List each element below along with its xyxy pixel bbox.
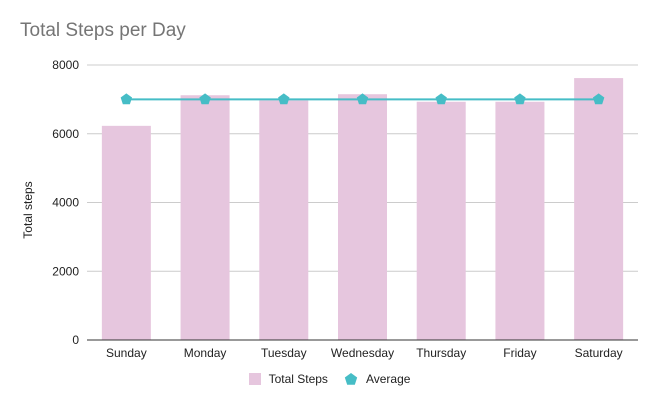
legend-swatch-total-steps [248, 373, 261, 385]
y-tick-label: 0 [72, 333, 79, 347]
legend-label-total-steps: Total Steps [268, 372, 328, 386]
average-point-friday [514, 93, 526, 105]
average-point-wednesday [356, 93, 369, 105]
average-point-thursday [435, 93, 447, 105]
legend-label-average: Average [365, 372, 411, 386]
bar-tuesday [259, 100, 309, 340]
average-point-sunday [120, 93, 133, 105]
x-tick-label: Tuesday [261, 346, 307, 360]
bar-thursday [416, 101, 466, 340]
x-tick-label: Sunday [106, 346, 147, 360]
chart-title: Total Steps per Day [20, 20, 186, 41]
bar-monday [180, 95, 230, 340]
x-tick-label: Saturday [575, 346, 623, 360]
average-point-saturday [592, 93, 605, 105]
x-tick-label: Friday [503, 346, 536, 360]
legend-item-total-steps[interactable]: Total Steps [248, 372, 328, 386]
x-tick-label: Wednesday [331, 346, 394, 360]
legend: Total Steps Average [0, 372, 659, 386]
average-point-monday [199, 93, 211, 105]
y-tick-label: 4000 [52, 196, 79, 210]
y-tick-label: 2000 [52, 264, 79, 278]
bar-wednesday [338, 94, 387, 340]
bar-friday [495, 101, 545, 340]
bar-sunday [101, 125, 151, 340]
x-tick-label: Monday [184, 346, 227, 360]
legend-item-average[interactable]: Average [344, 372, 410, 386]
x-tick-label: Thursday [416, 346, 466, 360]
bar-saturday [574, 78, 624, 340]
y-tick-label: 8000 [52, 58, 79, 72]
y-tick-label: 6000 [52, 127, 79, 141]
average-point-tuesday [278, 93, 290, 105]
pentagon-marker-icon [344, 373, 358, 385]
